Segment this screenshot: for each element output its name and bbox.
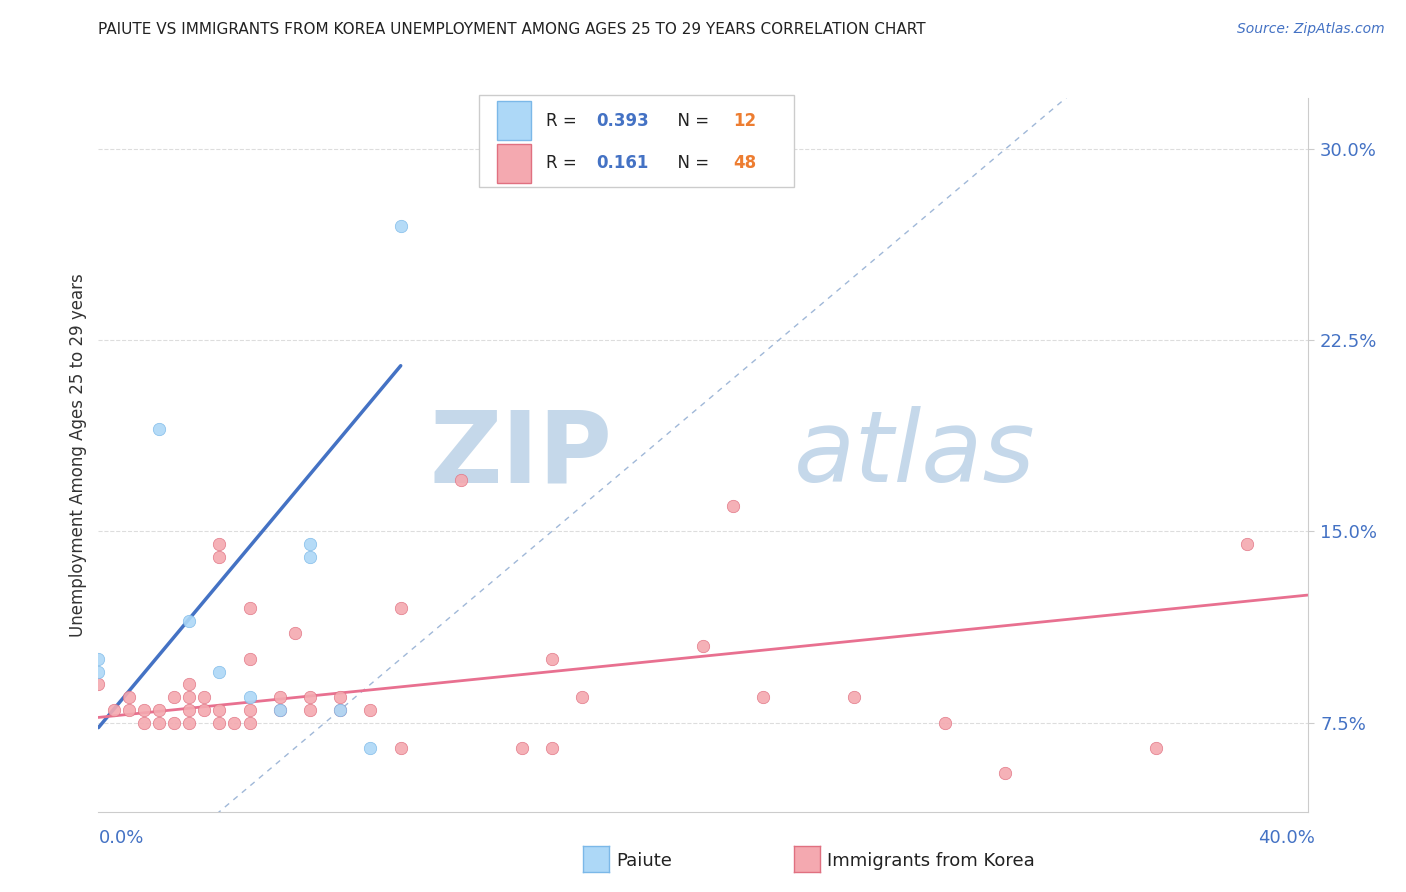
Point (103, 703, 125, 717)
Point (284, 626, 307, 640)
Point (118, 703, 141, 717)
Point (329, 703, 352, 717)
Point (179, 715, 201, 730)
Point (299, 703, 322, 717)
Point (540, 741, 562, 756)
Point (299, 537, 322, 551)
Point (179, 677, 201, 691)
Text: R =: R = (546, 112, 582, 129)
Point (299, 549, 322, 564)
Text: 0.161: 0.161 (596, 154, 650, 172)
Text: ZIP: ZIP (429, 407, 613, 503)
Point (132, 715, 155, 730)
Point (193, 690, 215, 704)
Point (132, 703, 155, 717)
Point (208, 549, 231, 564)
Point (844, 690, 866, 704)
Text: Paiute: Paiute (616, 852, 672, 870)
Point (692, 639, 714, 653)
Point (239, 652, 262, 666)
Text: N =: N = (666, 154, 714, 172)
Text: N =: N = (666, 112, 714, 129)
Point (1144, 741, 1167, 756)
Point (193, 703, 215, 717)
Text: 0.0%: 0.0% (98, 830, 143, 847)
Point (179, 614, 201, 628)
Y-axis label: Unemployment Among Ages 25 to 29 years: Unemployment Among Ages 25 to 29 years (69, 273, 87, 637)
Point (450, 474, 472, 488)
Point (389, 219, 412, 233)
FancyBboxPatch shape (479, 95, 793, 187)
Point (87, 677, 110, 691)
Point (208, 537, 231, 551)
Point (360, 741, 382, 756)
Point (179, 690, 201, 704)
Point (118, 690, 141, 704)
Point (208, 715, 231, 730)
Point (299, 690, 322, 704)
Point (163, 715, 186, 730)
Point (360, 703, 382, 717)
Point (329, 690, 352, 704)
Point (239, 690, 262, 704)
Text: 48: 48 (734, 154, 756, 172)
Point (179, 703, 201, 717)
Point (148, 703, 170, 717)
FancyBboxPatch shape (498, 144, 531, 183)
Point (1236, 537, 1258, 551)
Text: atlas: atlas (793, 407, 1035, 503)
FancyBboxPatch shape (498, 101, 531, 140)
Text: Immigrants from Korea: Immigrants from Korea (827, 852, 1035, 870)
Point (148, 422, 170, 436)
Point (269, 703, 291, 717)
Point (87, 665, 110, 679)
Point (239, 715, 262, 730)
Point (510, 741, 533, 756)
Text: 12: 12 (734, 112, 756, 129)
Point (239, 703, 262, 717)
Point (540, 652, 562, 666)
Point (571, 690, 593, 704)
Point (723, 499, 745, 513)
Point (269, 690, 291, 704)
Point (994, 766, 1017, 780)
Text: 40.0%: 40.0% (1258, 830, 1315, 847)
Point (389, 600, 412, 615)
Point (148, 715, 170, 730)
Point (239, 600, 262, 615)
Point (269, 703, 291, 717)
Point (329, 703, 352, 717)
Point (163, 690, 186, 704)
Point (934, 715, 956, 730)
Point (87, 652, 110, 666)
Point (224, 715, 246, 730)
Text: Source: ZipAtlas.com: Source: ZipAtlas.com (1237, 22, 1385, 37)
Point (752, 690, 775, 704)
Text: PAIUTE VS IMMIGRANTS FROM KOREA UNEMPLOYMENT AMONG AGES 25 TO 29 YEARS CORRELATI: PAIUTE VS IMMIGRANTS FROM KOREA UNEMPLOY… (98, 22, 927, 37)
Point (208, 703, 231, 717)
Text: 0.393: 0.393 (596, 112, 650, 129)
Point (208, 665, 231, 679)
Point (389, 741, 412, 756)
Text: R =: R = (546, 154, 582, 172)
